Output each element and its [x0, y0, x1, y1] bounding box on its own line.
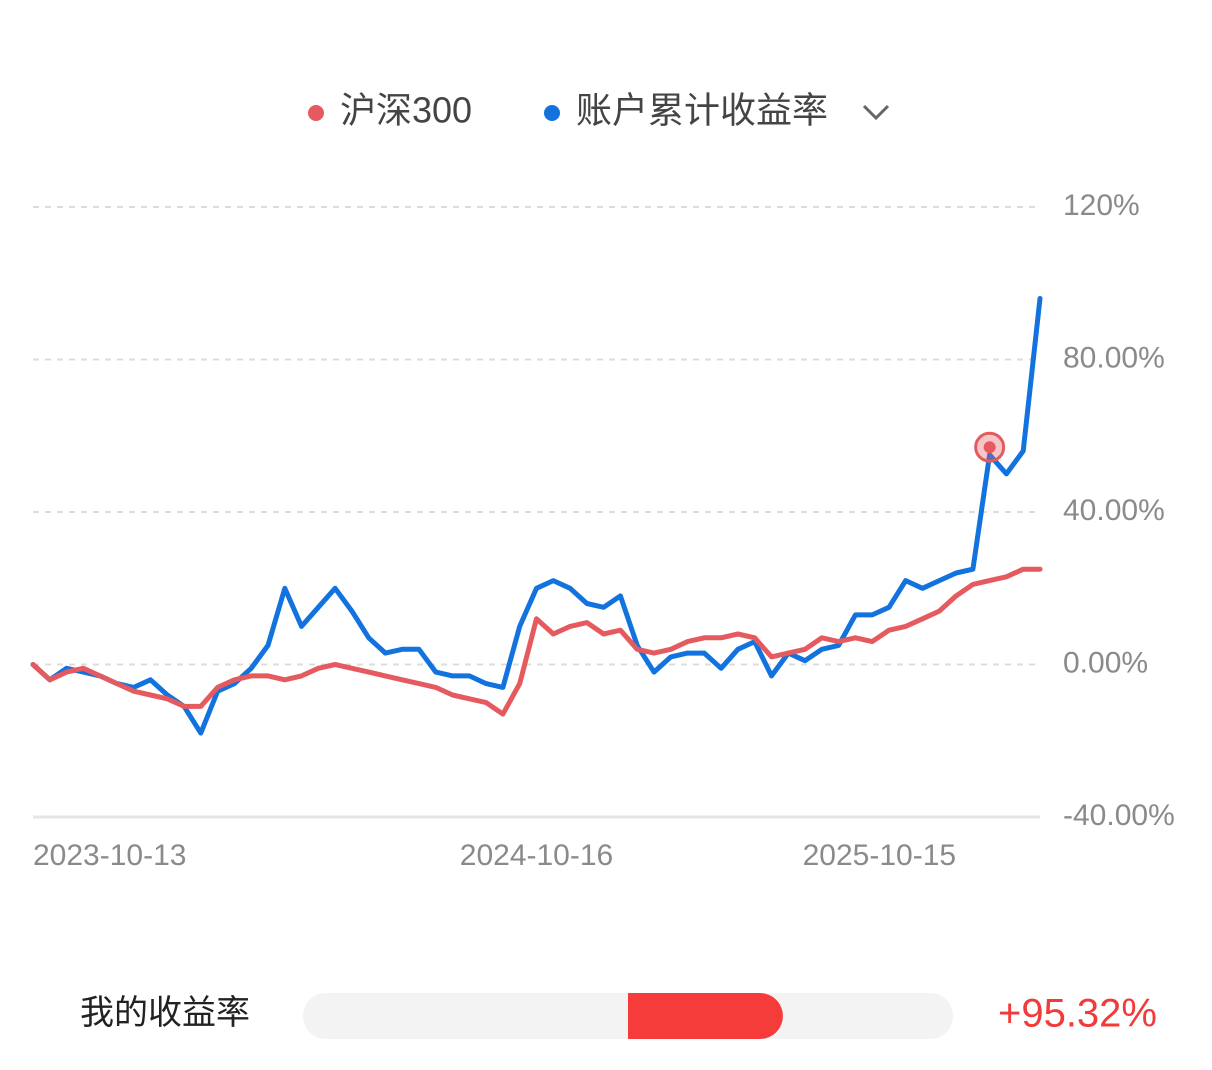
y-tick-label: 80.00%: [1063, 341, 1165, 374]
dropdown-chevron[interactable]: [862, 104, 890, 121]
legend-marker: [544, 105, 560, 121]
event-marker-dot: [983, 441, 996, 454]
legend-label: 沪深300: [340, 90, 472, 131]
summary-value: +95.32%: [998, 992, 1157, 1036]
legend-label: 账户累计收益率: [576, 90, 828, 131]
legend[interactable]: 沪深300 账户累计收益率: [308, 90, 828, 131]
series-line: [30, 296, 1043, 736]
y-tick-label: 0.00%: [1063, 646, 1148, 679]
legend-marker: [308, 105, 324, 121]
y-tick-label: -40.00%: [1063, 799, 1175, 832]
series-line: [30, 566, 1043, 717]
summary-bar: [628, 993, 783, 1039]
x-tick-label: 2025-10-15: [803, 839, 956, 872]
y-tick-label: 120%: [1063, 189, 1140, 222]
summary-label: 我的收益率: [80, 994, 250, 1032]
x-tick-label: 2024-10-16: [460, 839, 613, 872]
y-tick-label: 40.00%: [1063, 494, 1165, 527]
x-tick-label: 2023-10-13: [33, 839, 186, 872]
plot-area: -40.00% 0.00% 40.00% 80.00% 120% 2023-10-13 20…: [30, 189, 1175, 872]
summary-bar-group: [628, 993, 783, 1039]
